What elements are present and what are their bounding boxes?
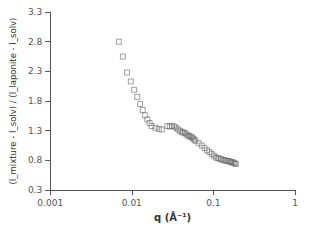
svg-text:2.3: 2.3 [28, 66, 42, 76]
svg-text:(I_mixture - I_solv) / (I_lapo: (I_mixture - I_solv) / (I_laponite - I_s… [8, 18, 18, 185]
svg-text:0.001: 0.001 [37, 198, 63, 208]
svg-text:3.3: 3.3 [28, 7, 42, 17]
svg-text:1: 1 [292, 198, 298, 208]
svg-text:1.3: 1.3 [28, 126, 42, 136]
svg-text:q (Å⁻¹): q (Å⁻¹) [154, 211, 191, 223]
svg-text:0.8: 0.8 [28, 155, 43, 165]
svg-text:1.8: 1.8 [28, 96, 43, 106]
svg-text:2.8: 2.8 [28, 37, 43, 47]
svg-text:0.1: 0.1 [206, 198, 220, 208]
svg-text:0.01: 0.01 [122, 198, 142, 208]
svg-text:0.3: 0.3 [28, 185, 42, 195]
